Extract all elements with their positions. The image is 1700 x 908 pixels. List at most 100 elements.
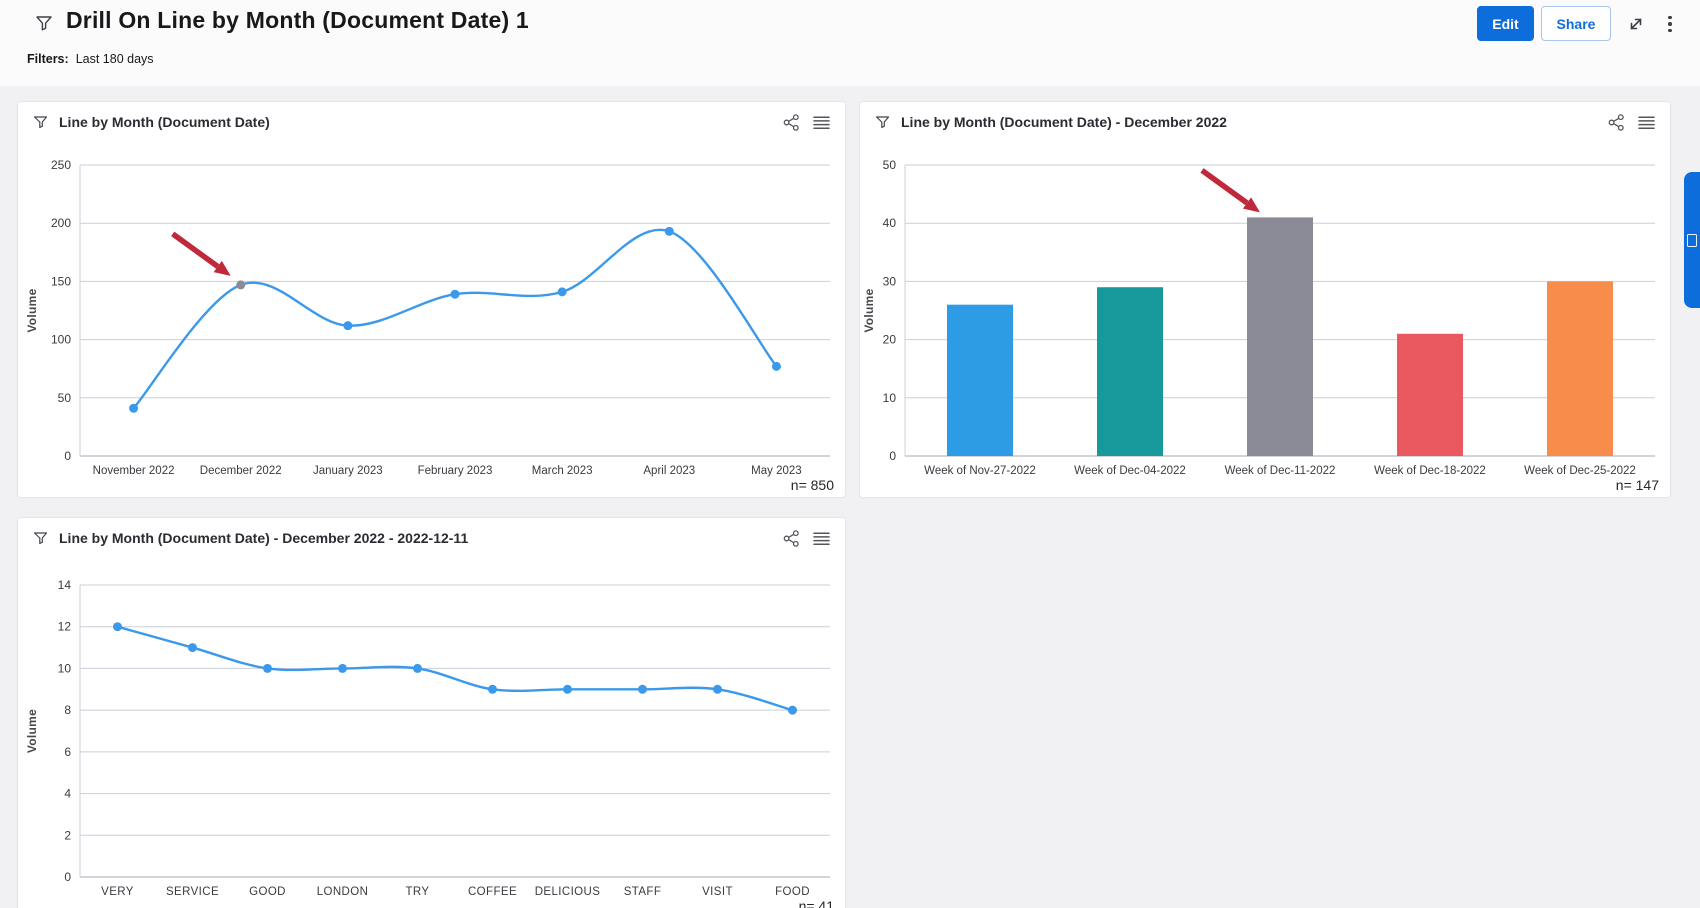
svg-text:GOOD: GOOD	[249, 886, 286, 898]
data-point[interactable]	[188, 643, 197, 653]
expand-icon[interactable]	[1626, 14, 1646, 34]
svg-text:100: 100	[51, 333, 71, 347]
svg-text:50: 50	[58, 391, 72, 405]
svg-text:DELICIOUS: DELICIOUS	[535, 886, 601, 898]
data-point[interactable]	[129, 403, 139, 413]
edit-button[interactable]: Edit	[1477, 6, 1534, 41]
svg-text:12: 12	[58, 620, 72, 634]
svg-text:March 2023: March 2023	[532, 465, 593, 477]
page-header: Drill On Line by Month (Document Date) 1…	[0, 0, 1700, 86]
widget-line-by-month-december-2022: Line by Month (Document Date) - December…	[860, 102, 1670, 497]
line-series	[132, 228, 778, 410]
svg-text:TRY: TRY	[406, 886, 430, 898]
svg-text:200: 200	[51, 216, 71, 230]
widget-menu-icon[interactable]	[1637, 113, 1656, 132]
svg-text:VISIT: VISIT	[702, 886, 733, 898]
data-point[interactable]	[557, 287, 567, 297]
data-point[interactable]	[236, 280, 246, 290]
svg-text:50: 50	[883, 158, 897, 172]
data-point[interactable]	[338, 663, 347, 673]
annotation-arrow	[1200, 168, 1249, 206]
svg-text:December 2022: December 2022	[200, 465, 282, 477]
svg-text:April 2023: April 2023	[643, 465, 695, 477]
data-point[interactable]	[450, 289, 460, 299]
data-point[interactable]	[788, 705, 797, 715]
page-title: Drill On Line by Month (Document Date) 1	[66, 7, 529, 33]
svg-text:14: 14	[58, 578, 72, 592]
svg-text:VERY: VERY	[101, 886, 134, 898]
panel-icon	[1687, 233, 1697, 247]
svg-text:150: 150	[51, 274, 71, 288]
more-options-icon[interactable]	[1660, 11, 1680, 37]
svg-text:November 2022: November 2022	[93, 465, 175, 477]
widget-title: Line by Month (Document Date)	[59, 114, 270, 130]
svg-text:LONDON: LONDON	[317, 886, 369, 898]
bar[interactable]	[1097, 287, 1163, 456]
svg-text:February 2023: February 2023	[418, 465, 493, 477]
widget-title: Line by Month (Document Date) - December…	[59, 530, 469, 546]
widget-filter-funnel-icon[interactable]	[33, 531, 48, 546]
svg-text:May 2023: May 2023	[751, 465, 802, 477]
data-point[interactable]	[771, 361, 781, 371]
annotation-arrow	[171, 231, 220, 269]
data-point[interactable]	[638, 684, 647, 694]
data-point[interactable]	[343, 321, 353, 331]
bar[interactable]	[1547, 281, 1613, 456]
line-series	[116, 625, 794, 712]
bar[interactable]	[1397, 333, 1463, 456]
svg-text:2: 2	[64, 828, 71, 842]
filters-label: Filters:	[27, 52, 69, 66]
svg-text:Week of Dec-18-2022: Week of Dec-18-2022	[1374, 465, 1486, 477]
widget-filter-funnel-icon[interactable]	[33, 115, 48, 130]
widget-menu-icon[interactable]	[812, 529, 831, 548]
svg-text:10: 10	[58, 661, 72, 675]
svg-text:0: 0	[64, 449, 71, 463]
svg-text:0: 0	[64, 870, 71, 884]
filters-bar: Filters: Last 180 days	[27, 52, 154, 66]
svg-text:SERVICE: SERVICE	[166, 886, 219, 898]
n-count-label: n= 147	[1616, 477, 1659, 493]
share-button[interactable]: Share	[1541, 6, 1611, 41]
svg-text:January 2023: January 2023	[313, 465, 383, 477]
share-nodes-icon[interactable]	[782, 113, 801, 132]
widget-line-by-month: Line by Month (Document Date) 0 50 100 150 2…	[18, 102, 845, 497]
data-point[interactable]	[413, 663, 422, 673]
annotation-arrowhead	[213, 260, 231, 276]
line-chart-canvas[interactable]: 0 2 4 6 8 10 12 14 VERY SERVICE GOOD LONDON TRY COFFE…	[18, 558, 845, 908]
line-chart-canvas[interactable]: 0 50 100 150 200 250 November 2022 December 202…	[18, 142, 845, 497]
share-nodes-icon[interactable]	[1607, 113, 1626, 132]
svg-text:Volume: Volume	[25, 709, 39, 753]
svg-text:Week of Dec-11-2022: Week of Dec-11-2022	[1225, 465, 1336, 477]
bar[interactable]	[1247, 217, 1313, 456]
filters-value: Last 180 days	[75, 52, 154, 66]
data-point[interactable]	[263, 663, 272, 673]
data-point[interactable]	[713, 684, 722, 694]
bar-chart-canvas[interactable]: 0 10 20 30 40 50 Week of Nov-27-2022 Week of De…	[860, 142, 1670, 497]
svg-text:Week of Dec-25-2022: Week of Dec-25-2022	[1524, 465, 1636, 477]
svg-text:40: 40	[883, 216, 897, 230]
data-point[interactable]	[113, 622, 122, 632]
widget-title: Line by Month (Document Date) - December…	[901, 114, 1227, 130]
side-panel-toggle[interactable]	[1684, 172, 1700, 308]
bar[interactable]	[947, 304, 1013, 456]
svg-text:Week of Dec-04-2022: Week of Dec-04-2022	[1074, 465, 1186, 477]
svg-text:30: 30	[883, 274, 897, 288]
share-nodes-icon[interactable]	[782, 529, 801, 548]
widget-header: Line by Month (Document Date) - December…	[18, 518, 845, 558]
svg-text:10: 10	[883, 391, 897, 405]
widget-menu-icon[interactable]	[812, 113, 831, 132]
page-filter-funnel-icon[interactable]	[34, 13, 54, 33]
widget-filter-funnel-icon[interactable]	[875, 115, 890, 130]
data-point[interactable]	[488, 684, 497, 694]
n-count-label: n= 41	[799, 898, 835, 908]
data-point[interactable]	[563, 684, 572, 694]
svg-text:8: 8	[64, 703, 71, 717]
widget-header: Line by Month (Document Date)	[18, 102, 845, 142]
svg-text:COFFEE: COFFEE	[468, 886, 517, 898]
svg-text:FOOD: FOOD	[775, 886, 810, 898]
annotation-arrowhead	[1242, 197, 1260, 213]
data-point[interactable]	[664, 226, 674, 236]
widget-line-by-month-december-2022-12-11: Line by Month (Document Date) - December…	[18, 518, 845, 908]
svg-text:Volume: Volume	[862, 288, 876, 332]
svg-text:250: 250	[51, 158, 71, 172]
